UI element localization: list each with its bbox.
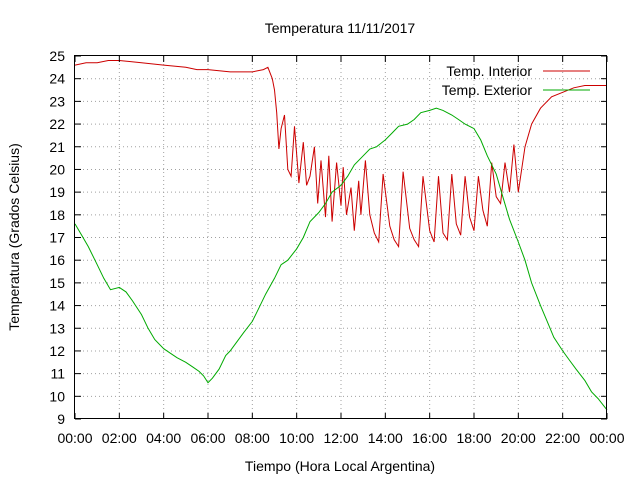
y-tick-label: 12: [49, 343, 65, 359]
y-tick-label: 22: [49, 116, 65, 132]
y-tick-label: 23: [49, 93, 65, 109]
x-axis-label: Tiempo (Hora Local Argentina): [245, 458, 435, 474]
y-tick-label: 25: [49, 48, 65, 64]
y-tick-label: 9: [57, 411, 65, 427]
series-layer: [74, 60, 608, 411]
y-tick-label: 13: [49, 320, 65, 336]
x-tick-label: 22:00: [545, 430, 580, 446]
x-tick-label: 16:00: [412, 430, 447, 446]
chart-title: Temperatura 11/11/2017: [265, 20, 416, 36]
x-tick-label: 06:00: [190, 430, 225, 446]
y-tick-label: 18: [49, 207, 65, 223]
y-tick-label: 15: [49, 275, 65, 291]
tick-layer: 9 10 11 12 13 14 15 16 17 18 19 20 21 22 23 24 25 00:00 02…: [49, 48, 624, 446]
legend-label-temp-exterior: Temp. Exterior: [442, 82, 533, 98]
y-tick-label: 24: [49, 71, 65, 87]
x-tick-label: 04:00: [146, 430, 181, 446]
y-tick-label: 16: [49, 252, 65, 268]
legend: Temp. Interior Temp. Exterior: [442, 63, 590, 98]
y-tick-label: 11: [50, 366, 65, 382]
legend-label-temp-interior: Temp. Interior: [446, 63, 532, 79]
y-axis-label: Temperatura (Grados Celsius): [6, 143, 22, 331]
y-tick-label: 19: [49, 184, 65, 200]
y-tick-label: 21: [49, 139, 65, 155]
x-tick-label: 18:00: [456, 430, 491, 446]
x-tick-label: 12:00: [323, 430, 358, 446]
x-tick-label: 00:00: [57, 430, 92, 446]
grid-layer: [75, 56, 607, 419]
x-tick-label: 14:00: [368, 430, 403, 446]
y-tick-label: 10: [49, 388, 65, 404]
series-line-temp-exterior: [74, 107, 608, 411]
y-tick-label: 20: [49, 161, 65, 177]
x-tick-label: 08:00: [235, 430, 270, 446]
y-tick-label: 14: [49, 298, 65, 314]
x-tick-label: 10:00: [279, 430, 314, 446]
x-tick-label: 00:00: [589, 430, 624, 446]
series-line-temp-interior: [74, 60, 607, 249]
y-tick-label: 17: [49, 230, 65, 246]
x-tick-label: 20:00: [501, 430, 536, 446]
x-tick-label: 02:00: [102, 430, 137, 446]
